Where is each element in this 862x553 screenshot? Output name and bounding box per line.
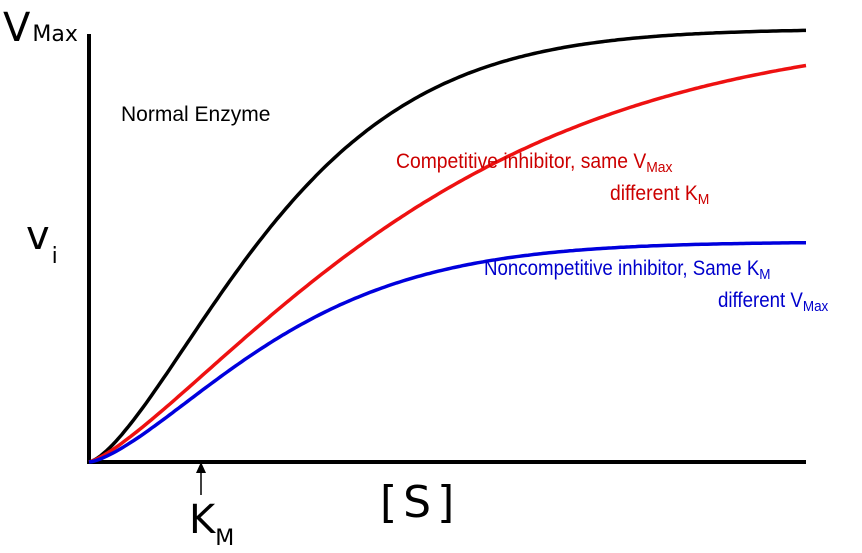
series-label-noncompetitive-line2: different VMax (718, 290, 842, 314)
series-label-normal-text: Normal Enzyme (121, 103, 271, 126)
km-main: K (189, 497, 216, 543)
noncompetitive-line1-text: Noncompetitive inhibitor, Same (484, 257, 747, 280)
noncompetitive-line2-sub: Max (802, 298, 829, 316)
km-marker-label: KM (189, 500, 234, 550)
noncompetitive-line2-text: different (718, 289, 791, 312)
x-axis-label: [S] (380, 481, 460, 525)
series-label-noncompetitive-line1: Noncompetitive inhibitor, Same KM (484, 258, 806, 282)
series-label-competitive-line1: Competitive inhibitor, same VMax (396, 151, 697, 175)
vmax-sub: Max (32, 22, 78, 47)
noncompetitive-line2-main: V (790, 289, 803, 312)
noncompetitive-line1-main: K (746, 257, 760, 280)
noncompetitive-line1-sub: M (759, 266, 771, 284)
vi-sub: i (51, 244, 58, 269)
series-line-noncompetitive-inhibitor (88, 240, 806, 464)
competitive-line2-sub: M (697, 191, 710, 209)
competitive-line2-main: K (684, 182, 698, 205)
series-label-normal-enzyme: Normal Enzyme (121, 104, 270, 125)
competitive-line1-main: V (633, 150, 647, 173)
vmax-axis-label: VMax (3, 8, 78, 48)
vmax-main: V (3, 5, 31, 51)
series-line-normal-enzyme (88, 28, 806, 464)
competitive-line1-text: Competitive inhibitor, same (396, 150, 634, 173)
x-axis-label-text: [S] (380, 477, 461, 528)
km-sub: M (215, 526, 235, 551)
series-line-competitive-inhibitor (88, 63, 807, 464)
competitive-line1-sub: Max (646, 159, 673, 177)
y-axis-label: vi (26, 216, 58, 268)
series-label-competitive-line2: different KM (610, 183, 718, 207)
competitive-line2-text: different (610, 182, 685, 205)
km-arrow-head (196, 462, 206, 473)
vi-main: v (26, 213, 50, 259)
